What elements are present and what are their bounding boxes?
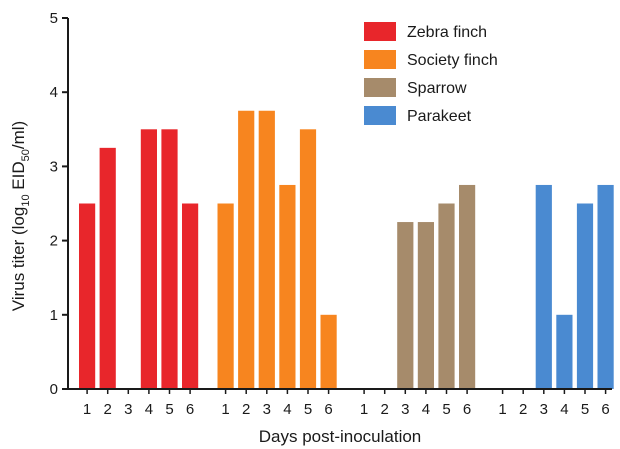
bar-society-finch-day-6	[320, 314, 337, 389]
legend: Zebra finch Society finch Sparrow Parakeet	[364, 22, 498, 125]
x-tick-label: 1	[83, 401, 91, 418]
bar-zebra-finch-day-5	[161, 129, 178, 390]
x-tick-label: 3	[401, 401, 409, 418]
x-tick-label: 5	[304, 401, 312, 418]
bar-parakeet-day-6	[597, 184, 614, 389]
legend-swatch-society-finch	[364, 50, 396, 69]
bar-sparrow-day-4	[417, 222, 434, 389]
bar-zebra-finch-day-6	[182, 203, 199, 389]
legend-label: Society finch	[407, 52, 498, 69]
bars	[79, 110, 614, 390]
bar-sparrow-day-6	[459, 184, 476, 389]
bar-parakeet-day-3	[535, 184, 552, 389]
x-tick-label: 2	[381, 401, 389, 418]
bar-sparrow-day-3	[397, 222, 414, 389]
x-tick-label: 4	[560, 401, 568, 418]
y-tick-label: 5	[50, 10, 58, 27]
x-tick-label: 4	[145, 401, 153, 418]
x-tick-label: 6	[463, 401, 471, 418]
bar-zebra-finch-day-4	[140, 129, 157, 390]
x-axis-title: Days post-inoculation	[259, 427, 422, 446]
legend-swatch-parakeet	[364, 106, 396, 125]
x-tick-label: 5	[165, 401, 173, 418]
x-tick-label: 2	[519, 401, 527, 418]
bar-society-finch-day-5	[299, 129, 317, 390]
bar-parakeet-day-4	[556, 314, 573, 389]
x-tick-label: 1	[498, 401, 506, 418]
legend-label: Sparrow	[407, 80, 467, 97]
legend-label: Parakeet	[407, 108, 472, 125]
bar-sparrow-day-5	[438, 203, 455, 389]
x-tick-label: 3	[263, 401, 271, 418]
x-tick-label: 1	[221, 401, 229, 418]
y-tick-label: 4	[50, 84, 58, 101]
legend-swatch-zebra-finch	[364, 22, 396, 41]
bar-society-finch-day-2	[238, 110, 255, 389]
x-tick-label: 3	[540, 401, 548, 418]
y-tick-label: 0	[50, 381, 58, 398]
bar-zebra-finch-day-1	[79, 203, 96, 389]
bar-society-finch-day-4	[279, 184, 296, 389]
y-tick-label: 1	[50, 307, 58, 324]
y-tick-label: 3	[50, 158, 58, 175]
legend-label: Zebra finch	[407, 24, 487, 41]
x-tick-label: 2	[242, 401, 250, 418]
x-tick-label: 6	[186, 401, 194, 418]
x-tick-label: 2	[104, 401, 112, 418]
y-axis-title: Virus titer (log10 EID50/ml)	[9, 121, 32, 311]
x-tick-label: 4	[422, 401, 430, 418]
legend-swatch-sparrow	[364, 78, 396, 97]
x-tick-label: 6	[601, 401, 609, 418]
x-tick-label: 4	[283, 401, 291, 418]
x-tick-label: 5	[442, 401, 450, 418]
y-tick-label: 2	[50, 233, 58, 250]
x-tick-label: 1	[360, 401, 368, 418]
bar-zebra-finch-day-2	[99, 147, 116, 389]
bar-parakeet-day-5	[576, 203, 594, 389]
x-tick-label: 6	[324, 401, 332, 418]
x-tick-label: 3	[124, 401, 132, 418]
bar-society-finch-day-3	[258, 110, 275, 389]
bar-society-finch-day-1	[217, 203, 234, 389]
x-tick-label: 5	[581, 401, 589, 418]
